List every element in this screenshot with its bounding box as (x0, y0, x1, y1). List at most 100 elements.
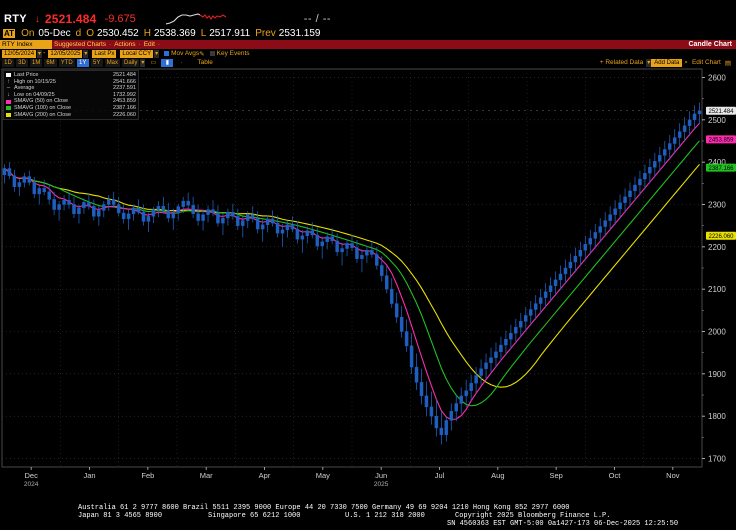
axis-price-flag: 2226.060 (706, 231, 736, 240)
table-toggle-button[interactable]: Table (197, 59, 213, 66)
y-axis-label: 2300 (708, 200, 726, 209)
ticker-symbol[interactable]: RTY (4, 13, 27, 25)
mov-avgs-label[interactable]: Mov Avgs (171, 50, 200, 57)
quote-header: RTY ↓ 2521.484 -9.675 -- / -- (0, 12, 736, 26)
edit-chart-button[interactable]: Edit Chart (691, 59, 721, 66)
candle-body (479, 368, 483, 376)
candle-body (12, 175, 17, 187)
bid-ask-quote: -- / -- (303, 13, 332, 25)
legend-row: SMAVG (100) on Close 2387.166 (6, 105, 136, 112)
menu-actions[interactable]: Actions (114, 41, 136, 48)
candle-body (181, 200, 185, 207)
axis-price-flag: 2453.859 (706, 135, 736, 144)
candle-body (270, 218, 275, 224)
key-events-label[interactable]: Key Events (216, 50, 250, 57)
legend-marker-icon: – (6, 85, 11, 92)
candle-body (265, 218, 270, 226)
candle-body (201, 214, 205, 221)
candle-body (191, 205, 195, 215)
add-data-button[interactable]: Add Data (651, 58, 683, 67)
candle-body (255, 218, 260, 230)
candle-body (171, 212, 176, 219)
candlestick-chart-svg[interactable]: 1700 1800 1900 2000 2100 2200 2300 2400 2500 2600… (0, 67, 736, 487)
candle-body (350, 243, 354, 248)
candle-body (494, 351, 498, 358)
legend-row: SMAVG (50) on Close 2453.859 (6, 98, 136, 105)
menu-separator-2: · (138, 41, 141, 48)
candle-body (618, 202, 622, 209)
axis-price-flag-bg (706, 231, 736, 240)
candle-body (102, 204, 106, 211)
candle-body (459, 395, 463, 404)
axis-price-flag: 2387.166 (706, 163, 736, 172)
candle-body (325, 236, 329, 242)
axis-price-flag-label: 2387.166 (708, 166, 734, 172)
mov-avgs-checkbox[interactable] (164, 51, 170, 56)
interval-dropdown-icon[interactable]: ▾ (140, 58, 146, 67)
y-axis-label: 2500 (708, 116, 726, 125)
candle-body (166, 210, 171, 219)
end-date-input[interactable]: 12/05/2025 (48, 49, 83, 58)
menu-suggested-charts[interactable]: Suggested Charts (54, 41, 107, 48)
legend-row: ↑ High on 10/15/25 2541.666 (6, 79, 136, 86)
start-date-input[interactable]: 12/05/2024 (2, 49, 37, 58)
candle-body (563, 267, 568, 275)
candle-body (454, 403, 458, 412)
date-options-bar: 12/05/2024 ▾ - 12/05/2025 ▾ Last Px Loca… (0, 49, 736, 58)
candle-body (628, 190, 632, 198)
candle-body (514, 327, 518, 334)
related-data-button[interactable]: + Related Data (599, 59, 644, 66)
candle-body (608, 214, 612, 221)
chart-style-icon[interactable]: ▭ (150, 59, 157, 66)
menu-separator-3: · (157, 41, 161, 48)
start-date-dropdown-icon[interactable]: ▾ (37, 49, 43, 58)
candle-body (613, 208, 617, 215)
candle-body (260, 224, 265, 230)
candle-body (558, 273, 563, 281)
x-axis-year-label: 2024 (24, 481, 39, 487)
currency-dropdown-icon[interactable]: ▾ (154, 49, 160, 58)
candle-body (484, 362, 488, 369)
mov-avgs-pencil-icon[interactable]: ✎ (199, 50, 205, 58)
period-btn-max[interactable]: Max (104, 58, 121, 67)
key-events-checkbox[interactable] (209, 51, 215, 56)
menu-edit[interactable]: Edit (143, 41, 155, 48)
legend-color-swatch (6, 112, 11, 117)
candle-body (2, 168, 7, 176)
candle-body (633, 184, 637, 192)
candle-body (226, 211, 230, 219)
period-flag: d (75, 27, 82, 39)
period-btn-1m[interactable]: 1M (30, 58, 43, 67)
candle-body (47, 191, 51, 200)
sparkline-icon (136, 12, 238, 26)
x-axis-label: Jul (435, 471, 445, 480)
candle-body (682, 125, 687, 132)
period-btn-6m[interactable]: 6M (44, 58, 57, 67)
y-axis-label: 1700 (708, 455, 726, 464)
candle-body (687, 119, 692, 126)
candle-body (692, 113, 697, 121)
related-data-dropdown-icon[interactable]: ▾ (646, 58, 652, 67)
period-btn-1y[interactable]: 1Y (76, 58, 89, 67)
chart-canvas[interactable]: 1700 1800 1900 2000 2100 2200 2300 2400 2500 2600… (0, 67, 736, 487)
end-date-dropdown-icon[interactable]: ▾ (83, 49, 89, 58)
chart-type-candle-icon[interactable]: ▮ (161, 58, 174, 67)
on-date: 05-Dec (38, 27, 71, 39)
interval-select-daily[interactable]: Daily (122, 58, 140, 67)
candle-body (548, 285, 553, 292)
chart-settings-icon[interactable]: · (180, 59, 183, 66)
candle-body (429, 406, 434, 417)
period-btn-1d[interactable]: 1D (2, 58, 14, 67)
price-type-select[interactable]: Last Px (92, 49, 117, 58)
zoom-out-icon[interactable]: ⌕ (684, 58, 688, 66)
legend-marker-icon: ↑ (7, 78, 10, 85)
currency-select[interactable]: Local CCY (120, 49, 154, 58)
period-btn-3d[interactable]: 3D (16, 58, 28, 67)
period-btn-5y[interactable]: 5Y (90, 58, 103, 67)
candle-body (17, 182, 22, 187)
period-btn-ytd[interactable]: YTD (58, 58, 75, 67)
save-chart-icon[interactable]: ▤ (724, 59, 731, 67)
candle-body (161, 205, 166, 211)
security-input[interactable]: RTY Index (0, 40, 52, 49)
legend-series-value: 2387.166 (113, 104, 136, 111)
